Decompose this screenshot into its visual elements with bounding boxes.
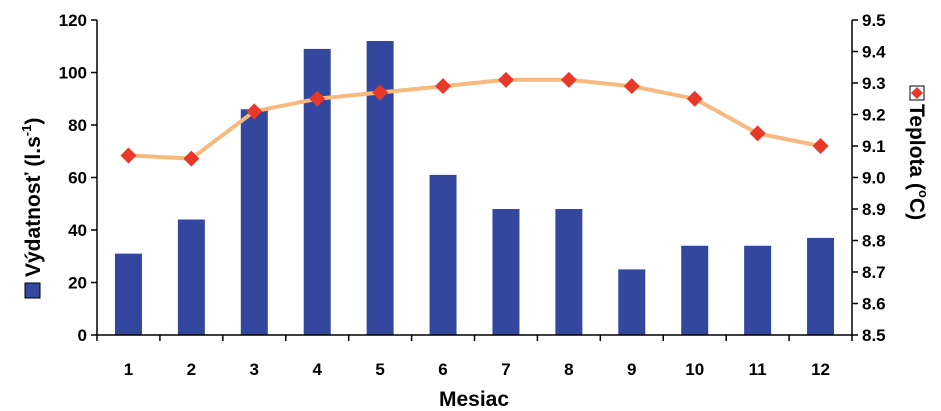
left-tick-label: 0 <box>78 326 87 345</box>
left-tick-label: 100 <box>59 64 87 83</box>
bar <box>492 209 520 335</box>
right-tick-label: 8.7 <box>862 263 886 282</box>
right-axis-ticks: 8.5 8.6 8.7 8.8 8.9 9.0 9.1 9.2 9.3 9.4 9.5 <box>852 11 886 345</box>
temperature-point <box>309 90 326 107</box>
left-axis-title-end: ) <box>22 118 45 125</box>
left-tick-label: 20 <box>68 274 87 293</box>
left-tick-label: 40 <box>68 221 87 240</box>
left-axis-ticks: 0 20 40 60 80 100 120 <box>59 11 97 345</box>
bar <box>177 219 205 335</box>
right-axis-title-sup: o <box>916 190 931 198</box>
temperature-point <box>749 125 766 142</box>
x-tick-label: 7 <box>501 360 510 379</box>
temperature-point <box>812 138 829 154</box>
temperature-point <box>497 71 514 88</box>
temperature-series <box>120 71 829 167</box>
bar <box>807 237 835 335</box>
left-tick-label: 120 <box>59 11 87 30</box>
bar <box>240 109 268 335</box>
temperature-point <box>372 84 389 101</box>
temperature-point <box>435 78 452 95</box>
left-axis-title-text: Výdatnosť (l.s <box>22 136 45 277</box>
temperature-point <box>686 90 703 107</box>
bar <box>618 269 646 335</box>
temperature-point <box>183 150 200 167</box>
left-axis-title-sup: -1 <box>19 125 34 137</box>
right-axis-title-end: C) <box>905 198 928 220</box>
right-tick-label: 9.3 <box>862 74 886 93</box>
x-tick-label: 10 <box>685 360 704 379</box>
bar <box>744 245 772 335</box>
temperature-point <box>246 103 263 120</box>
x-tick-label: 5 <box>375 360 384 379</box>
x-tick-label: 11 <box>749 360 767 379</box>
right-tick-label: 8.6 <box>862 295 886 314</box>
temperature-line <box>128 77 821 161</box>
right-tick-label: 9.5 <box>862 11 886 30</box>
bar <box>429 174 457 335</box>
svg-text:Výdatnosť (l.s-1): Výdatnosť (l.s-1) <box>19 118 45 277</box>
bar <box>114 253 142 335</box>
x-tick-label: 1 <box>124 360 133 379</box>
axes <box>96 20 853 336</box>
right-tick-label: 9.1 <box>862 137 886 156</box>
right-tick-label: 9.2 <box>862 106 886 125</box>
x-tick-label: 2 <box>187 360 196 379</box>
right-tick-label: 9.0 <box>862 169 886 188</box>
bar <box>555 209 583 335</box>
x-axis-ticks: 1 2 3 4 5 6 7 8 9 10 11 12 <box>96 335 853 379</box>
temperature-point <box>560 71 577 88</box>
left-axis-title: Výdatnosť (l.s-1) <box>19 118 45 299</box>
right-tick-label: 9.4 <box>862 43 886 62</box>
right-tick-label: 8.8 <box>862 232 886 251</box>
left-tick-label: 80 <box>68 116 87 135</box>
x-tick-label: 8 <box>564 360 573 379</box>
x-tick-label: 3 <box>250 360 259 379</box>
right-tick-label: 8.5 <box>862 326 886 345</box>
svg-text:Teplota (oC): Teplota (oC) <box>905 104 931 220</box>
temperature-point <box>623 78 640 95</box>
x-tick-label: 6 <box>438 360 447 379</box>
x-axis-title: Mesiac <box>439 388 509 411</box>
left-legend-swatch <box>24 282 41 299</box>
left-tick-label: 60 <box>68 169 87 188</box>
right-legend-marker <box>911 87 923 99</box>
temperature-point <box>120 147 137 164</box>
x-tick-label: 12 <box>811 360 830 379</box>
right-tick-label: 8.9 <box>862 200 886 219</box>
bar <box>681 245 709 335</box>
right-axis-title: Teplota (oC) <box>905 85 931 220</box>
x-tick-label: 9 <box>627 360 636 379</box>
bar-series <box>114 41 835 335</box>
x-tick-label: 4 <box>312 360 322 379</box>
right-axis-title-text: Teplota ( <box>905 104 928 190</box>
